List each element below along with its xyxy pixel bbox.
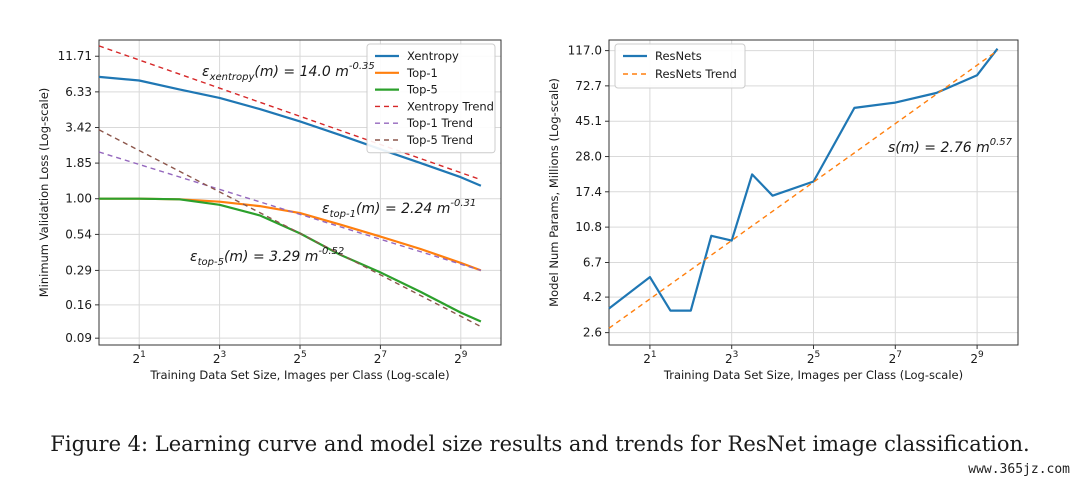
y-tick-label: 0.16 (65, 298, 92, 312)
series-line-resnets (608, 48, 999, 312)
legend: ResNets ResNets Trend (614, 43, 746, 89)
x-tick-label: 21 (643, 350, 656, 366)
x-tick-label: 25 (807, 350, 820, 366)
legend: Xentropy Top-1 Top-5 Xentropy Trend Top-1 Tr… (366, 43, 496, 154)
x-tick-label: 29 (454, 350, 468, 366)
chart-validation-loss: 21 23 25 27 29 0.09 0.16 0.29 0.54 1.00 1.85 3.42 6.… (37, 39, 502, 382)
legend-label-resnets: ResNets (655, 49, 702, 63)
y-tick-label: 28.0 (575, 150, 602, 164)
legend-label-top1: Top-1 (406, 66, 438, 80)
annotation-xentropy: εxentropy(m) = 14.0 m-0.35 (202, 61, 375, 83)
y-axis-label: Minimum Validation Loss (Log-scale) (37, 88, 51, 298)
x-tick-label: 25 (293, 350, 306, 366)
y-tick-label: 4.2 (583, 290, 602, 304)
y-tick-label: 3.42 (65, 121, 92, 135)
y-tick-label: 117.0 (568, 44, 602, 58)
y-tick-label: 11.71 (58, 49, 92, 63)
x-tick-label: 21 (133, 350, 146, 366)
x-tick-label: 23 (213, 350, 226, 366)
y-tick-label: 72.7 (575, 79, 602, 93)
y-tick-label: 6.7 (583, 255, 602, 269)
y-tick-label: 45.1 (575, 114, 602, 128)
y-tick-label: 10.8 (575, 220, 602, 234)
legend-box (366, 43, 496, 154)
chart-model-params: 21 23 25 27 29 2.6 4.2 6.7 10.8 17.4 28.0 45.1 72.7 1… (547, 39, 1019, 382)
legend-label-top5: Top-5 (406, 83, 438, 97)
annotation-resnets: s(m) = 2.76 m0.57 (888, 137, 1013, 156)
legend-label-top5_trend: Top-5 Trend (406, 133, 473, 147)
watermark: www.365jz.com (968, 462, 1070, 477)
y-tick-label: 0.54 (65, 227, 92, 241)
figure-caption: Figure 4: Learning curve and model size … (50, 432, 1030, 456)
x-axis-label: Training Data Set Size, Images per Class… (149, 368, 449, 382)
series-line-xentropy (98, 75, 482, 187)
y-tick-label: 17.4 (575, 185, 602, 199)
legend-label-resnets_trend: ResNets Trend (655, 67, 737, 81)
y-tick-label: 0.09 (65, 331, 92, 345)
x-tick-label: 23 (725, 350, 738, 366)
legend-label-xentropy: Xentropy (407, 49, 459, 63)
y-axis-label: Model Num Params, Millions (Log-scale) (547, 78, 561, 307)
x-axis-label: Training Data Set Size, Images per Class… (663, 368, 963, 382)
y-tick-label: 1.00 (65, 192, 92, 206)
x-tick-label: 29 (970, 350, 984, 366)
legend-box (614, 43, 746, 89)
series-line-top1_trend (98, 151, 482, 272)
x-tick-label: 27 (374, 350, 387, 366)
y-tick-label: 0.29 (65, 263, 92, 277)
y-tick-label: 2.6 (583, 326, 602, 340)
y-tick-label: 6.33 (65, 85, 92, 99)
series-line-resnets_trend (608, 50, 998, 329)
y-tick-label: 1.85 (65, 156, 92, 170)
legend-label-xentropy_trend: Xentropy Trend (407, 99, 494, 113)
annotation-top5: εtop-5(m) = 3.29 m-0.52 (190, 246, 344, 268)
annotation-top1: εtop-1(m) = 2.24 m-0.31 (322, 198, 476, 220)
x-tick-label: 27 (889, 350, 902, 366)
series-line-xentropy_trend (98, 45, 482, 181)
legend-label-top1_trend: Top-1 Trend (406, 116, 473, 130)
